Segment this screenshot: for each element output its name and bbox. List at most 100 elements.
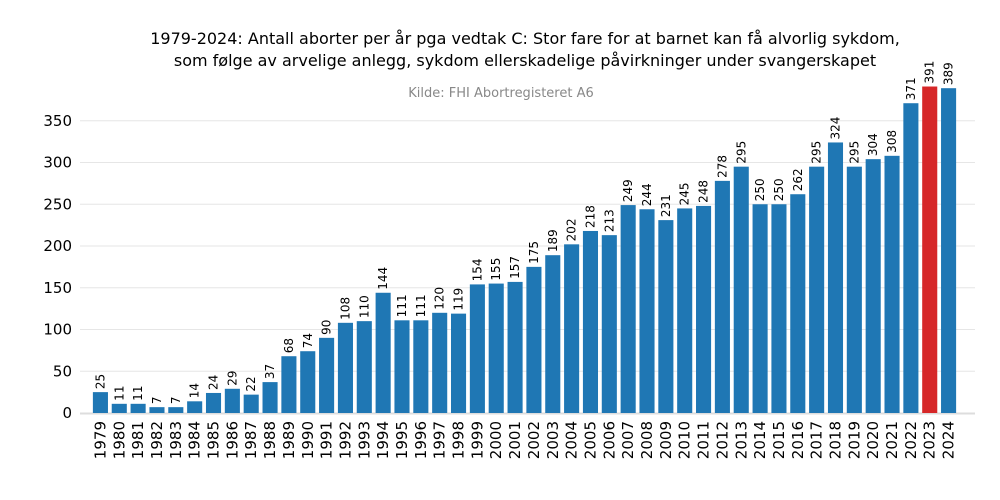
x-tick-label: 2014 xyxy=(751,421,769,459)
x-tick-label: 2010 xyxy=(676,421,694,459)
x-tick-label: 1995 xyxy=(393,421,411,459)
x-tick-label: 1985 xyxy=(205,421,223,459)
bar xyxy=(658,220,674,413)
bar xyxy=(319,337,335,413)
bar xyxy=(394,320,410,413)
x-tick-label: 1984 xyxy=(186,421,204,459)
bar xyxy=(356,321,372,413)
bar xyxy=(903,103,919,413)
bar xyxy=(601,235,617,413)
bar xyxy=(582,230,599,413)
bar xyxy=(187,401,203,413)
x-tick-label: 1987 xyxy=(242,421,260,459)
bar xyxy=(639,209,655,413)
x-tick-label: 1996 xyxy=(412,421,430,459)
bar xyxy=(281,356,297,413)
value-label: 111 xyxy=(395,294,409,317)
x-tick-label: 1998 xyxy=(450,421,468,459)
bar xyxy=(488,283,504,413)
bar xyxy=(941,88,957,413)
x-tick-label: 2005 xyxy=(581,421,599,459)
chart-title: 1979-2024: Antall aborter per år pga ved… xyxy=(150,29,900,48)
bar xyxy=(809,166,825,413)
value-label: 7 xyxy=(150,397,164,405)
bar xyxy=(884,155,900,413)
x-tick-label: 2007 xyxy=(619,421,637,459)
bar xyxy=(677,208,693,413)
value-label: 90 xyxy=(320,320,334,335)
x-tick-label: 2024 xyxy=(940,421,958,459)
bar xyxy=(771,204,787,413)
x-tick-label: 2021 xyxy=(883,421,901,459)
bar xyxy=(507,281,523,413)
x-tick-label: 2008 xyxy=(638,421,656,459)
x-tick-label: 2009 xyxy=(657,421,675,459)
value-label: 248 xyxy=(697,180,711,203)
y-tick-label: 250 xyxy=(43,195,72,213)
bar xyxy=(300,351,316,413)
value-label: 14 xyxy=(188,383,202,398)
value-label: 218 xyxy=(583,205,597,228)
bar xyxy=(130,403,146,413)
value-label: 74 xyxy=(301,333,315,348)
y-tick-label: 150 xyxy=(43,279,72,297)
x-tick-label: 1983 xyxy=(167,421,185,459)
x-tick-label: 1990 xyxy=(299,421,317,459)
x-tick-label: 2016 xyxy=(789,421,807,459)
value-label: 155 xyxy=(489,258,503,281)
x-tick-label: 2012 xyxy=(713,421,731,459)
y-tick-label: 0 xyxy=(62,404,72,422)
chart-title: som følge av arvelige anlegg, sykdom ell… xyxy=(174,51,876,70)
value-label: 29 xyxy=(225,371,239,386)
x-tick-label: 2013 xyxy=(732,421,750,459)
value-label: 157 xyxy=(508,256,522,279)
bar xyxy=(450,313,467,413)
value-label: 119 xyxy=(452,288,466,311)
value-label: 295 xyxy=(734,141,748,164)
x-tick-label: 2004 xyxy=(563,421,581,459)
bar xyxy=(526,266,542,413)
x-tick-label: 1988 xyxy=(261,421,279,459)
value-label: 202 xyxy=(565,218,579,241)
x-tick-label: 1981 xyxy=(129,421,147,459)
bar xyxy=(696,205,712,413)
value-label: 245 xyxy=(678,183,692,206)
value-label: 213 xyxy=(602,209,616,232)
x-tick-label: 1993 xyxy=(355,421,373,459)
value-label: 22 xyxy=(244,376,258,391)
value-label: 244 xyxy=(640,183,654,206)
value-label: 11 xyxy=(131,386,145,401)
x-tick-label: 1986 xyxy=(223,421,241,459)
y-tick-label: 200 xyxy=(43,237,72,255)
value-label: 295 xyxy=(847,141,861,164)
x-tick-label: 2001 xyxy=(506,421,524,459)
value-label: 110 xyxy=(357,295,371,318)
value-label: 7 xyxy=(169,397,183,405)
x-tick-label: 2018 xyxy=(826,421,844,459)
x-tick-label: 1997 xyxy=(431,421,449,459)
bar xyxy=(92,392,108,413)
bar xyxy=(846,166,862,413)
y-tick-label: 50 xyxy=(53,362,72,380)
x-tick-label: 1989 xyxy=(280,421,298,459)
bar xyxy=(375,292,391,413)
bar xyxy=(243,394,259,413)
y-tick-label: 300 xyxy=(43,154,72,172)
value-label: 295 xyxy=(810,141,824,164)
x-tick-label: 2015 xyxy=(770,421,788,459)
y-tick-label: 100 xyxy=(43,321,72,339)
x-tick-label: 2019 xyxy=(845,421,863,459)
x-tick-label: 1979 xyxy=(91,421,109,459)
value-label: 120 xyxy=(433,287,447,310)
value-label: 68 xyxy=(282,338,296,353)
x-tick-label: 1982 xyxy=(148,421,166,459)
x-tick-label: 2002 xyxy=(525,421,543,459)
x-tick-label: 1991 xyxy=(318,421,336,459)
bar xyxy=(469,284,485,413)
chart-subtitle: Kilde: FHI Abortregisteret A6 xyxy=(408,86,594,101)
value-label: 250 xyxy=(772,178,786,201)
x-tick-label: 2000 xyxy=(487,421,505,459)
bar xyxy=(337,322,353,413)
bar xyxy=(432,312,448,413)
